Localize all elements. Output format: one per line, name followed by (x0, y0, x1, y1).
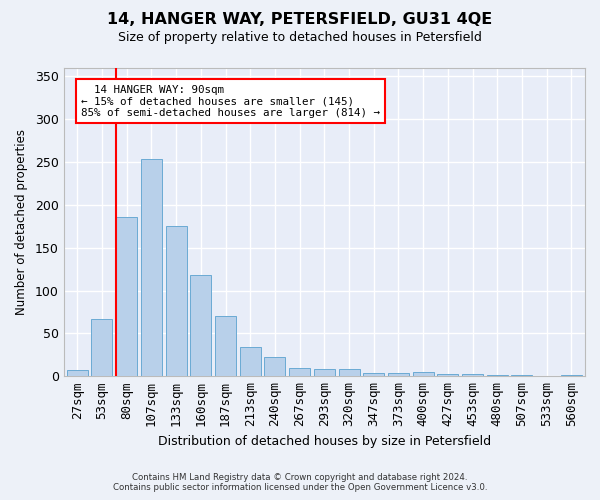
Bar (166, 226, 187, 376)
Text: 14, HANGER WAY, PETERSFIELD, GU31 4QE: 14, HANGER WAY, PETERSFIELD, GU31 4QE (107, 12, 493, 26)
Bar (314, 370, 335, 376)
Bar (215, 316, 236, 376)
Bar (91, 319, 112, 376)
Y-axis label: Number of detached properties: Number of detached properties (15, 129, 28, 315)
Bar (190, 275, 211, 376)
Bar (363, 373, 384, 376)
Bar (437, 374, 458, 376)
Bar (67, 370, 88, 376)
Bar (265, 358, 286, 376)
Bar (561, 374, 582, 376)
Bar (289, 368, 310, 376)
Bar (141, 160, 162, 376)
X-axis label: Distribution of detached houses by size in Petersfield: Distribution of detached houses by size … (158, 434, 491, 448)
Bar (511, 374, 532, 376)
Bar (388, 373, 409, 376)
Text: Contains HM Land Registry data © Crown copyright and database right 2024.
Contai: Contains HM Land Registry data © Crown c… (113, 473, 487, 492)
Bar (413, 372, 434, 376)
Bar (338, 370, 359, 376)
Bar (462, 374, 483, 376)
Bar (116, 217, 137, 376)
Bar (240, 347, 261, 376)
Text: 14 HANGER WAY: 90sqm  
← 15% of detached houses are smaller (145)
85% of semi-de: 14 HANGER WAY: 90sqm ← 15% of detached h… (81, 84, 380, 118)
Text: Size of property relative to detached houses in Petersfield: Size of property relative to detached ho… (118, 31, 482, 44)
